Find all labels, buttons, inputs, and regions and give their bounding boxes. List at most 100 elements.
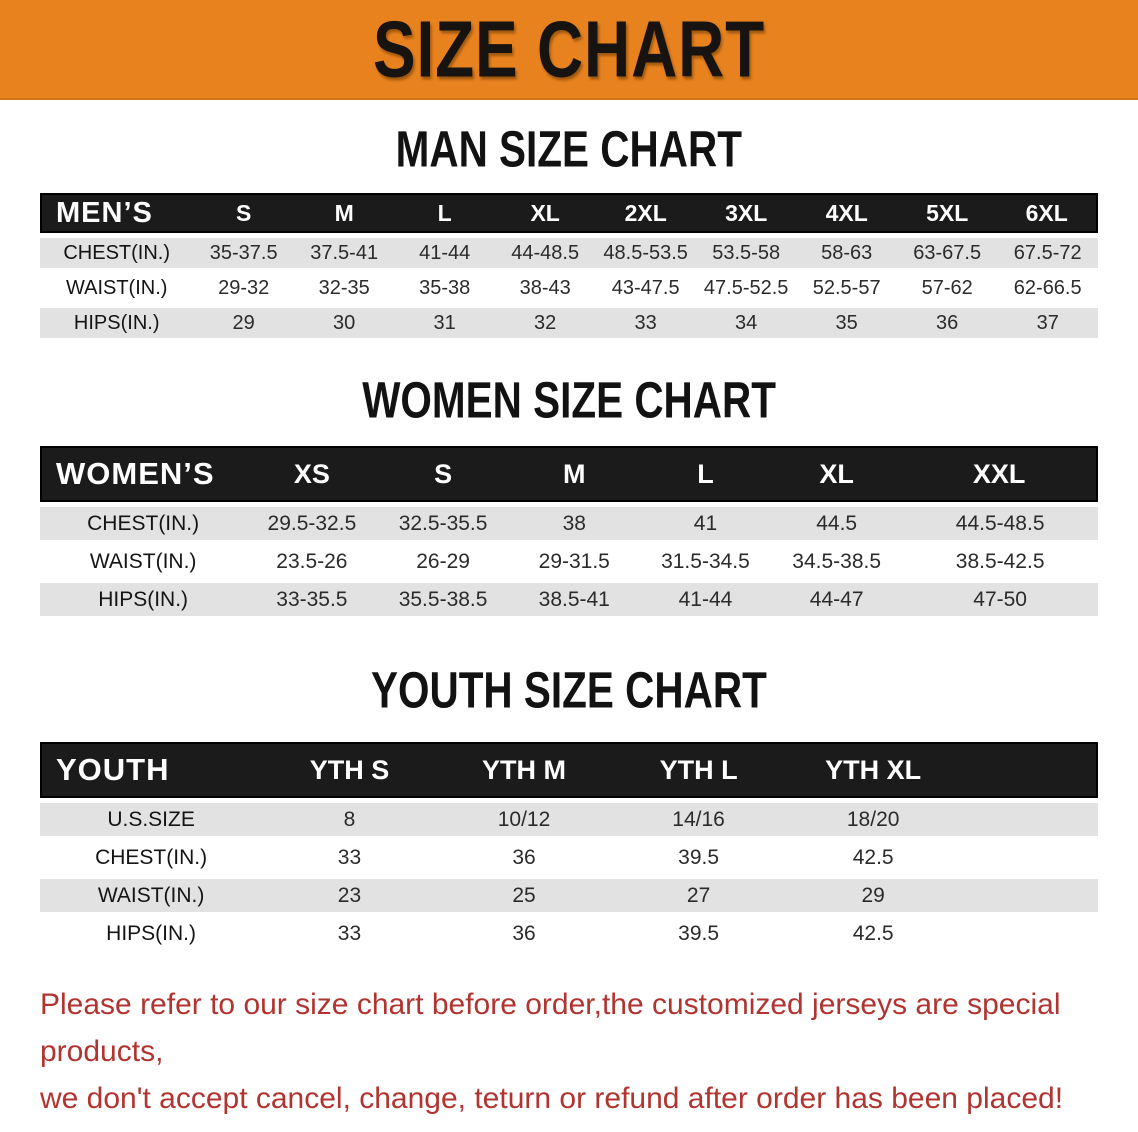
measurement-value: 25 bbox=[436, 879, 612, 912]
measurement-value: 8 bbox=[262, 803, 437, 836]
size-column-header: YTH XL bbox=[785, 742, 961, 798]
measurement-value: 33 bbox=[262, 841, 437, 874]
measurement-value: 57-62 bbox=[896, 273, 998, 303]
measurement-value: 36 bbox=[436, 917, 612, 950]
size-column-header: S bbox=[193, 193, 294, 233]
measurement-value: 38.5-41 bbox=[508, 583, 640, 616]
measurement-value: 47.5-52.5 bbox=[695, 273, 797, 303]
measurement-row: HIPS(IN.) 33-35.5 35.5-38.5 38.5-41 41-44 44-… bbox=[40, 583, 1098, 616]
measurement-value: 37.5-41 bbox=[293, 238, 395, 268]
measurement-value: 33-35.5 bbox=[246, 583, 378, 616]
measurement-value: 32 bbox=[494, 308, 596, 338]
measurement-value: 29.5-32.5 bbox=[246, 507, 378, 540]
size-column-header: L bbox=[394, 193, 495, 233]
measurement-value: 30 bbox=[293, 308, 395, 338]
measurement-value: 27 bbox=[611, 879, 786, 912]
size-column-header: 3XL bbox=[695, 193, 797, 233]
measurement-value: 31 bbox=[394, 308, 495, 338]
measurement-label: WAIST(IN.) bbox=[40, 273, 194, 303]
measurement-row: U.S.SIZE 8 10/12 14/16 18/20 bbox=[40, 803, 1098, 836]
row-filler-cell bbox=[960, 841, 1098, 874]
size-column-header: M bbox=[508, 446, 640, 502]
measurement-value: 67.5-72 bbox=[997, 238, 1098, 268]
order-policy-line-1: Please refer to our size chart before or… bbox=[40, 988, 1061, 1068]
man-section-heading-text: MAN SIZE CHART bbox=[395, 120, 743, 178]
measurement-value: 53.5-58 bbox=[695, 238, 797, 268]
size-column-header: YTH L bbox=[611, 742, 786, 798]
measurement-row: WAIST(IN.) 23 25 27 29 bbox=[40, 879, 1098, 912]
measurement-label: CHEST(IN.) bbox=[40, 841, 263, 874]
row-filler-cell bbox=[960, 917, 1098, 950]
measurement-value: 34 bbox=[695, 308, 797, 338]
measurement-value: 41-44 bbox=[639, 583, 772, 616]
measurement-value: 43-47.5 bbox=[595, 273, 696, 303]
measurement-value: 44.5-48.5 bbox=[902, 507, 1098, 540]
order-policy-line-2: we don't accept cancel, change, teturn o… bbox=[40, 1082, 1064, 1115]
measurement-label: HIPS(IN.) bbox=[40, 583, 247, 616]
measurement-value: 44-48.5 bbox=[494, 238, 596, 268]
size-column-header: XL bbox=[494, 193, 596, 233]
measurement-label: HIPS(IN.) bbox=[40, 308, 194, 338]
size-column-header: 2XL bbox=[595, 193, 696, 233]
measurement-value: 33 bbox=[595, 308, 696, 338]
measurement-label: HIPS(IN.) bbox=[40, 917, 263, 950]
measurement-label: WAIST(IN.) bbox=[40, 879, 263, 912]
measurement-row: HIPS(IN.) 33 36 39.5 42.5 bbox=[40, 917, 1098, 950]
measurement-value: 63-67.5 bbox=[896, 238, 998, 268]
youth-size-table: YOUTH YTH S YTH M YTH L YTH XL U.S.SIZE 8 10/12… bbox=[40, 737, 1098, 955]
measurement-label: CHEST(IN.) bbox=[40, 507, 247, 540]
measurement-value: 29 bbox=[193, 308, 294, 338]
table-header-row: YOUTH YTH S YTH M YTH L YTH XL bbox=[40, 742, 1098, 798]
measurement-value: 34.5-38.5 bbox=[771, 545, 903, 578]
women-section-heading: WOMEN SIZE CHART bbox=[0, 375, 1138, 426]
measurement-row: HIPS(IN.) 29 30 31 32 33 34 35 36 37 bbox=[40, 308, 1098, 338]
table-corner-label: WOMEN’S bbox=[40, 446, 247, 502]
measurement-value: 42.5 bbox=[785, 917, 961, 950]
measurement-value: 10/12 bbox=[436, 803, 612, 836]
table-header-row: WOMEN’S XS S M L XL XXL bbox=[40, 446, 1098, 502]
measurement-value: 23 bbox=[262, 879, 437, 912]
measurement-value: 36 bbox=[436, 841, 612, 874]
size-column-header: 5XL bbox=[896, 193, 998, 233]
men-size-table: MEN’S S M L XL 2XL 3XL 4XL 5XL 6XL CHEST(IN.) 35-37… bbox=[40, 188, 1098, 343]
row-filler-cell bbox=[960, 879, 1098, 912]
measurement-value: 39.5 bbox=[611, 917, 786, 950]
table-header-row: MEN’S S M L XL 2XL 3XL 4XL 5XL 6XL bbox=[40, 193, 1098, 233]
measurement-value: 44-47 bbox=[771, 583, 903, 616]
size-column-header: YTH S bbox=[262, 742, 437, 798]
order-policy-notice: Please refer to our size chart before or… bbox=[40, 981, 1098, 1122]
measurement-value: 36 bbox=[896, 308, 998, 338]
measurement-label: WAIST(IN.) bbox=[40, 545, 247, 578]
measurement-value: 18/20 bbox=[785, 803, 961, 836]
measurement-value: 58-63 bbox=[796, 238, 897, 268]
measurement-row: WAIST(IN.) 29-32 32-35 35-38 38-43 43-47.5 47.… bbox=[40, 273, 1098, 303]
youth-section-heading: YOUTH SIZE CHART bbox=[0, 661, 1138, 719]
measurement-value: 38.5-42.5 bbox=[902, 545, 1098, 578]
women-size-table: WOMEN’S XS S M L XL XXL CHEST(IN.) 29.5-32.5 32.5… bbox=[40, 441, 1098, 621]
size-column-header: S bbox=[377, 446, 509, 502]
size-column-header: 4XL bbox=[796, 193, 897, 233]
header-filler-cell bbox=[960, 742, 1098, 798]
size-chart-banner: SIZE CHART bbox=[0, 0, 1138, 100]
measurement-value: 37 bbox=[997, 308, 1098, 338]
measurement-value: 48.5-53.5 bbox=[595, 238, 696, 268]
banner-title: SIZE CHART bbox=[373, 4, 765, 94]
size-column-header: XS bbox=[246, 446, 378, 502]
measurement-value: 38-43 bbox=[494, 273, 596, 303]
measurement-value: 29-32 bbox=[193, 273, 294, 303]
measurement-value: 39.5 bbox=[611, 841, 786, 874]
measurement-value: 41-44 bbox=[394, 238, 495, 268]
size-column-header: M bbox=[293, 193, 395, 233]
measurement-value: 47-50 bbox=[902, 583, 1098, 616]
measurement-value: 35-37.5 bbox=[193, 238, 294, 268]
measurement-value: 44.5 bbox=[771, 507, 903, 540]
youth-section-heading-text: YOUTH SIZE CHART bbox=[371, 661, 767, 719]
measurement-value: 33 bbox=[262, 917, 437, 950]
man-section-heading: MAN SIZE CHART bbox=[0, 120, 1138, 178]
size-column-header: 6XL bbox=[997, 193, 1098, 233]
measurement-value: 35 bbox=[796, 308, 897, 338]
measurement-value: 31.5-34.5 bbox=[639, 545, 772, 578]
measurement-row: CHEST(IN.) 33 36 39.5 42.5 bbox=[40, 841, 1098, 874]
measurement-value: 41 bbox=[639, 507, 772, 540]
row-filler-cell bbox=[960, 803, 1098, 836]
